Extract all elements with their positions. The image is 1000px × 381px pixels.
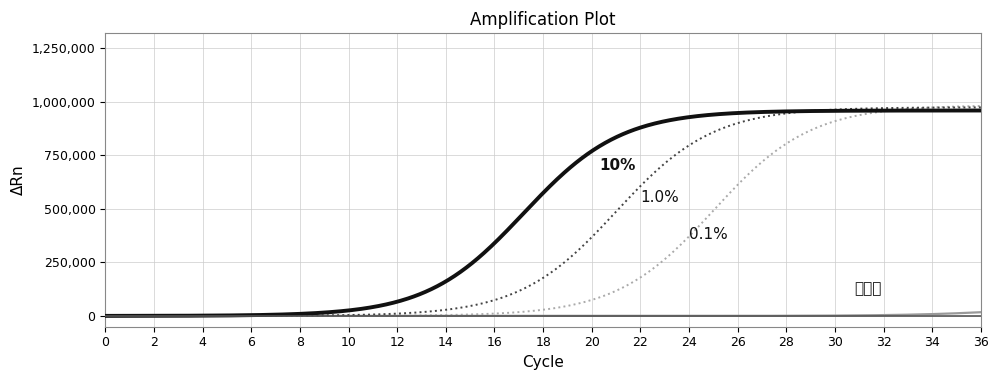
- Text: 野生型: 野生型: [855, 281, 882, 296]
- Title: Amplification Plot: Amplification Plot: [470, 11, 616, 29]
- Text: 10%: 10%: [599, 158, 635, 173]
- Text: 0.1%: 0.1%: [689, 227, 728, 242]
- Y-axis label: ΔRn: ΔRn: [11, 165, 26, 195]
- X-axis label: Cycle: Cycle: [522, 355, 564, 370]
- Text: 1.0%: 1.0%: [640, 190, 679, 205]
